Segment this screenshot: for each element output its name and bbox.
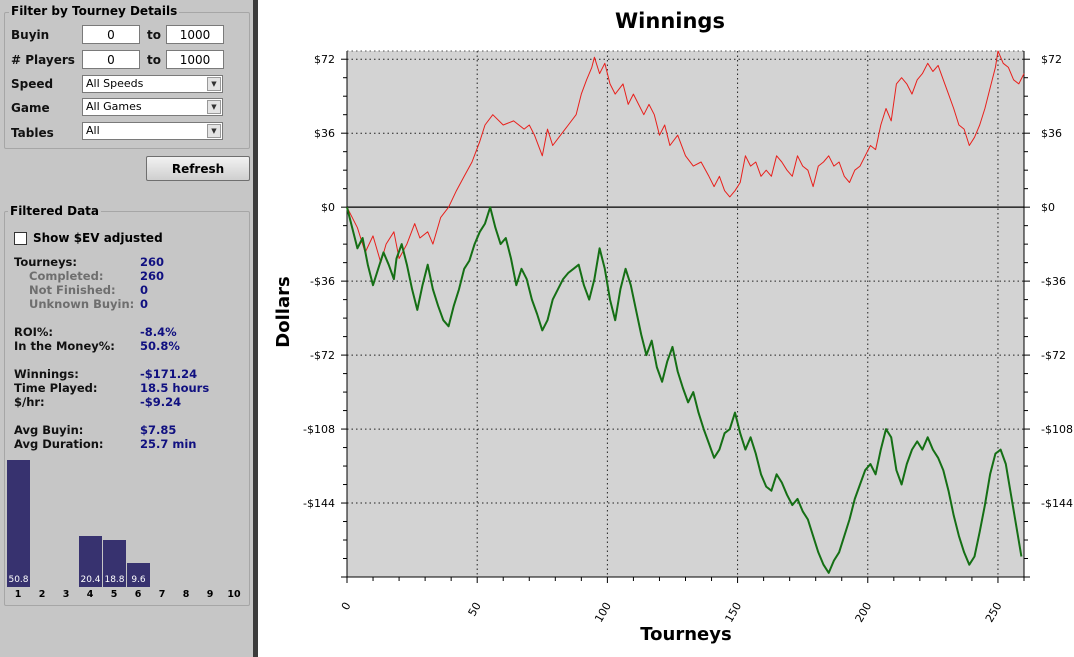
players-min-input[interactable] <box>82 50 140 69</box>
x-axis-label: Tourneys <box>640 624 731 645</box>
histogram-bar-label: 9.6 <box>131 575 146 585</box>
y-tick-label-left: $0 <box>321 201 335 214</box>
game-label: Game <box>11 101 50 115</box>
stat-label: Unknown Buyin: <box>29 297 135 311</box>
x-tick-label: 0 <box>339 600 354 613</box>
stat-value: 0 <box>140 283 149 297</box>
histogram-category: 9 <box>206 589 214 600</box>
histogram-category: 6 <box>134 589 142 600</box>
histogram-category: 7 <box>158 589 166 600</box>
refresh-button[interactable]: Refresh <box>146 156 250 181</box>
y-tick-label-right: $72 <box>1041 53 1062 66</box>
ev-adjusted-label: Show $EV adjusted <box>33 231 163 245</box>
buyin-to-label: to <box>147 28 161 42</box>
stat-label: ROI%: <box>14 325 54 339</box>
histogram-category: 5 <box>110 589 118 600</box>
chevron-down-icon[interactable]: ▼ <box>207 124 221 138</box>
chevron-down-icon[interactable]: ▼ <box>207 100 221 114</box>
buyin-label: Buyin <box>11 28 50 42</box>
stat-value: 260 <box>140 255 165 269</box>
histogram-bar-label: 18.8 <box>104 575 125 585</box>
buyin-max-input[interactable] <box>166 25 224 44</box>
histogram-bar <box>79 536 102 587</box>
y-tick-label-right: $0 <box>1041 201 1055 214</box>
stat-label: Winnings: <box>14 367 79 381</box>
chart-title: Winnings <box>615 9 725 33</box>
stat-value: 260 <box>140 269 165 283</box>
filtered-data-title: Filtered Data <box>8 204 102 218</box>
stat-label: Completed: <box>29 269 104 283</box>
histogram-category: 4 <box>86 589 94 600</box>
filter-panel: Filter by Tourney Details Buyin to # Pla… <box>0 0 253 657</box>
histogram-bar-label: 20.4 <box>80 575 101 585</box>
histogram-bar-label: 50.8 <box>8 575 29 585</box>
stat-value: 18.5 hours <box>140 381 210 395</box>
histogram-category: 1 <box>14 589 22 600</box>
speed-select[interactable]: All Speeds ▼ <box>82 75 223 93</box>
x-tick-label: 100 <box>592 600 614 625</box>
tables-label: Tables <box>11 126 54 140</box>
y-tick-label-left: -$72 <box>310 349 335 362</box>
y-tick-label-left: -$108 <box>303 423 335 436</box>
histogram-bar <box>103 540 126 587</box>
y-tick-label-right: -$108 <box>1041 423 1073 436</box>
y-axis-label: Dollars <box>273 276 294 347</box>
histogram-category: 10 <box>227 589 241 600</box>
y-tick-label-left: $72 <box>314 53 335 66</box>
game-select-value: All Games <box>86 100 142 113</box>
players-to-label: to <box>147 53 161 67</box>
histogram-bar <box>7 460 30 587</box>
filtered-data-group <box>4 211 250 606</box>
gridlines <box>347 51 1024 577</box>
y-tick-label-left: $36 <box>314 127 335 140</box>
tourney-filter-title: Filter by Tourney Details <box>9 4 180 18</box>
tables-select[interactable]: All ▼ <box>82 122 223 140</box>
y-tick-label-right: $36 <box>1041 127 1062 140</box>
game-select[interactable]: All Games ▼ <box>82 98 223 116</box>
stat-label: Not Finished: <box>29 283 116 297</box>
stat-label: Avg Duration: <box>14 437 104 451</box>
series-line-red <box>346 50 1025 264</box>
stat-value: $7.85 <box>140 423 177 437</box>
stat-value: -$171.24 <box>140 367 198 381</box>
panel-divider[interactable] <box>253 0 258 657</box>
histogram-category: 8 <box>182 589 190 600</box>
stat-label: Time Played: <box>14 381 98 395</box>
histogram-category: 3 <box>62 589 70 600</box>
winnings-chart: Winnings $72 $72 $36 $36 $0 $0 -$36 -$36 -$72 -$7… <box>273 9 1073 645</box>
stat-label: Avg Buyin: <box>14 423 84 437</box>
tables-select-value: All <box>86 124 100 137</box>
x-tick-label: 50 <box>466 600 484 619</box>
y-tick-label-right: -$36 <box>1041 275 1066 288</box>
x-tick-label: 200 <box>853 600 875 625</box>
speed-label: Speed <box>11 77 54 91</box>
series-lines <box>346 50 1025 574</box>
histogram-category: 2 <box>38 589 46 600</box>
series-line-green <box>346 206 1023 574</box>
speed-select-value: All Speeds <box>86 77 144 90</box>
stat-label: Tourneys: <box>14 255 78 269</box>
histogram-bar <box>127 563 150 587</box>
x-tick-label: 150 <box>722 600 744 625</box>
axis-ticks <box>341 50 1030 583</box>
stat-value: 50.8% <box>140 339 180 353</box>
stat-value: 0 <box>140 297 149 311</box>
y-tick-label-left: -$144 <box>303 497 335 510</box>
ev-adjusted-checkbox[interactable] <box>14 232 27 245</box>
stat-value: 25.7 min <box>140 437 197 451</box>
stat-value: -8.4% <box>140 325 177 339</box>
y-tick-label-right: -$72 <box>1041 349 1066 362</box>
y-tick-label-left: -$36 <box>310 275 335 288</box>
players-label: # Players <box>11 53 75 67</box>
x-tick-label: 250 <box>983 600 1005 625</box>
stat-label: In the Money%: <box>14 339 115 353</box>
stat-label: $/hr: <box>14 395 45 409</box>
players-max-input[interactable] <box>166 50 224 69</box>
plot-area <box>347 51 1024 577</box>
buyin-min-input[interactable] <box>82 25 140 44</box>
chevron-down-icon[interactable]: ▼ <box>207 77 221 91</box>
y-tick-label-right: -$144 <box>1041 497 1073 510</box>
stat-value: -$9.24 <box>140 395 182 409</box>
